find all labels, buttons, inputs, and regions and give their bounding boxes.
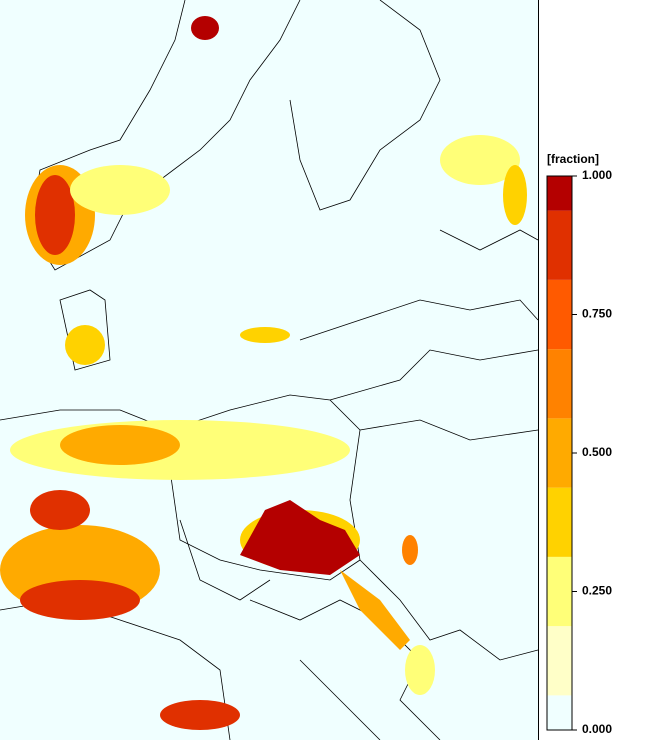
colorbar-bin — [547, 349, 572, 419]
colorbar-bin — [547, 210, 572, 280]
colorbar-bin — [547, 626, 572, 696]
colorbar-bin — [547, 487, 572, 557]
colorbar-tick-label: 0.250 — [582, 584, 612, 598]
colorbar-tick-label: 0.750 — [582, 307, 612, 321]
map — [0, 0, 539, 740]
colorbar-bin — [547, 556, 572, 627]
colorbar-tick-label: 1.000 — [582, 168, 612, 182]
colorbar-bin — [547, 695, 572, 730]
colorbar-bin — [547, 279, 572, 350]
map-background — [0, 0, 538, 740]
colorbar-bin — [547, 176, 572, 211]
colorbar-tick-label: 0.000 — [582, 722, 612, 736]
fraction-field — [0, 16, 527, 730]
colorbar-title: [fraction] — [547, 152, 599, 166]
colorbar-bin — [547, 418, 572, 488]
colorbar: 0.000 0.250 0.500 0.750 1.000 — [546, 168, 612, 736]
colorbar-tick-label: 0.500 — [582, 445, 612, 459]
